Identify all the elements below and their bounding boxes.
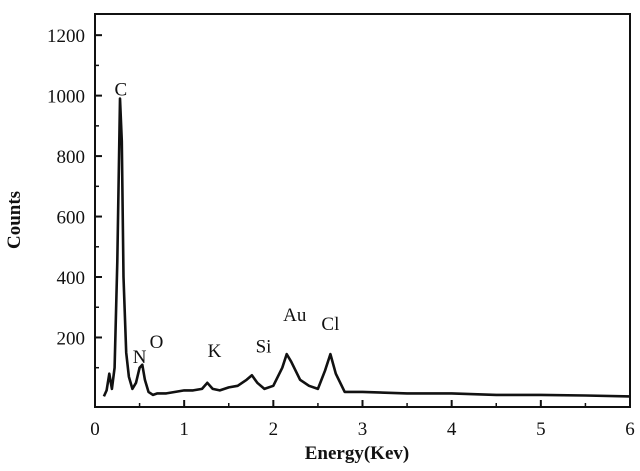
- y-tick-label: 1200: [47, 26, 85, 47]
- x-axis-title: Energy(Kev): [305, 443, 409, 464]
- y-tick-label: 800: [57, 147, 86, 168]
- x-tick-label: 2: [269, 419, 279, 440]
- y-tick-label: 200: [57, 328, 86, 349]
- peak-label: K: [208, 341, 222, 362]
- peak-label: N: [133, 347, 147, 368]
- y-axis-ticks: [95, 34, 102, 369]
- x-axis-tick-labels: 0 1 2 3 4 5 6: [90, 419, 635, 440]
- y-axis-tick-labels: 200 400 600 800 1000 1200: [47, 26, 85, 349]
- x-tick-label: 1: [179, 419, 189, 440]
- x-tick-label: 6: [625, 419, 635, 440]
- spectrum-series-line: [102, 97, 631, 398]
- peak-label: O: [150, 332, 164, 353]
- x-tick-label: 0: [90, 419, 100, 440]
- peak-label: Cl: [321, 314, 339, 335]
- y-tick-label: 1000: [47, 87, 85, 108]
- y-axis-title: Counts: [4, 191, 25, 249]
- plot-frame: [94, 13, 631, 408]
- x-tick-label: 4: [447, 419, 457, 440]
- y-tick-label: 600: [57, 208, 86, 229]
- y-tick-label: 400: [57, 268, 86, 289]
- peak-labels: C NO K Si Au Cl: [115, 80, 340, 369]
- peak-label: C: [115, 80, 128, 101]
- x-axis-ticks: [94, 400, 631, 407]
- x-tick-label: 5: [536, 419, 546, 440]
- peak-label: Si: [256, 337, 272, 358]
- peak-label: Au: [283, 305, 307, 326]
- x-tick-label: 3: [358, 419, 368, 440]
